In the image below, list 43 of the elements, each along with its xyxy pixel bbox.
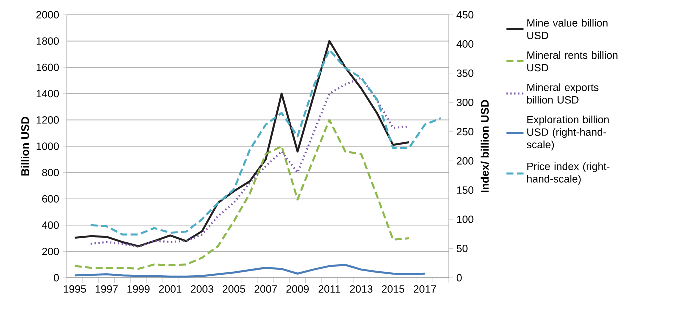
x-tick-label: 2007 bbox=[254, 286, 278, 293]
x-tick-label: 2011 bbox=[318, 286, 340, 293]
line-series bbox=[74, 264, 426, 278]
legend-label: Mine value billion USD bbox=[528, 19, 608, 40]
y2-axis-title: Index/ billion USD bbox=[480, 100, 490, 193]
y-tick-label: 1400 bbox=[36, 90, 60, 98]
y2-tick-label: 350 bbox=[456, 70, 474, 78]
y-tick-label: 1200 bbox=[36, 116, 60, 124]
y-tick-label: 1600 bbox=[36, 64, 60, 72]
y-tick-label: 400 bbox=[42, 222, 60, 230]
legend-label: Mineral exports billion USD bbox=[527, 84, 599, 104]
x-tick-label: 2003 bbox=[191, 286, 214, 293]
y-tick-label: 200 bbox=[42, 248, 60, 256]
y2-tick-label: 150 bbox=[457, 186, 474, 194]
legend-label: Exploration billion USD (right-hand-scale) bbox=[527, 116, 609, 151]
x-tick-label: 2009 bbox=[286, 286, 309, 293]
y2-tick-label: 200 bbox=[457, 157, 474, 165]
x-tick-label: 2017 bbox=[414, 286, 436, 293]
y-tick-label: 800 bbox=[42, 169, 60, 177]
x-tick-label: 1999 bbox=[128, 286, 150, 293]
y-tick-label: 0 bbox=[54, 274, 60, 282]
line-series bbox=[74, 40, 410, 248]
line-series bbox=[90, 49, 442, 236]
y-tick-label: 600 bbox=[42, 195, 60, 203]
legend-label: Price index (right-hand-scale) bbox=[527, 162, 610, 185]
y-tick-label: 2000 bbox=[36, 11, 60, 19]
x-tick-label: 2013 bbox=[350, 286, 373, 293]
y2-tick-label: 0 bbox=[456, 274, 462, 282]
y2-tick-label: 300 bbox=[456, 98, 474, 106]
x-tick-label: 1995 bbox=[64, 286, 86, 293]
legend-label: Mineral rents billion USD bbox=[528, 51, 618, 72]
y2-tick-label: 100 bbox=[457, 216, 474, 224]
x-tick-label: 1997 bbox=[96, 286, 118, 293]
y2-tick-label: 400 bbox=[456, 40, 474, 48]
x-tick-label: 2015 bbox=[382, 286, 405, 293]
y2-tick-label: 250 bbox=[457, 128, 474, 136]
y-tick-label: 1000 bbox=[36, 142, 60, 150]
y2-tick-label: 450 bbox=[456, 11, 474, 19]
y-axis-title: Billion USD bbox=[21, 117, 30, 176]
x-tick-label: 2005 bbox=[222, 286, 246, 293]
x-tick-label: 2001 bbox=[159, 286, 182, 293]
y-tick-label: 1800 bbox=[36, 38, 60, 46]
y2-tick-label: 50 bbox=[456, 245, 468, 252]
